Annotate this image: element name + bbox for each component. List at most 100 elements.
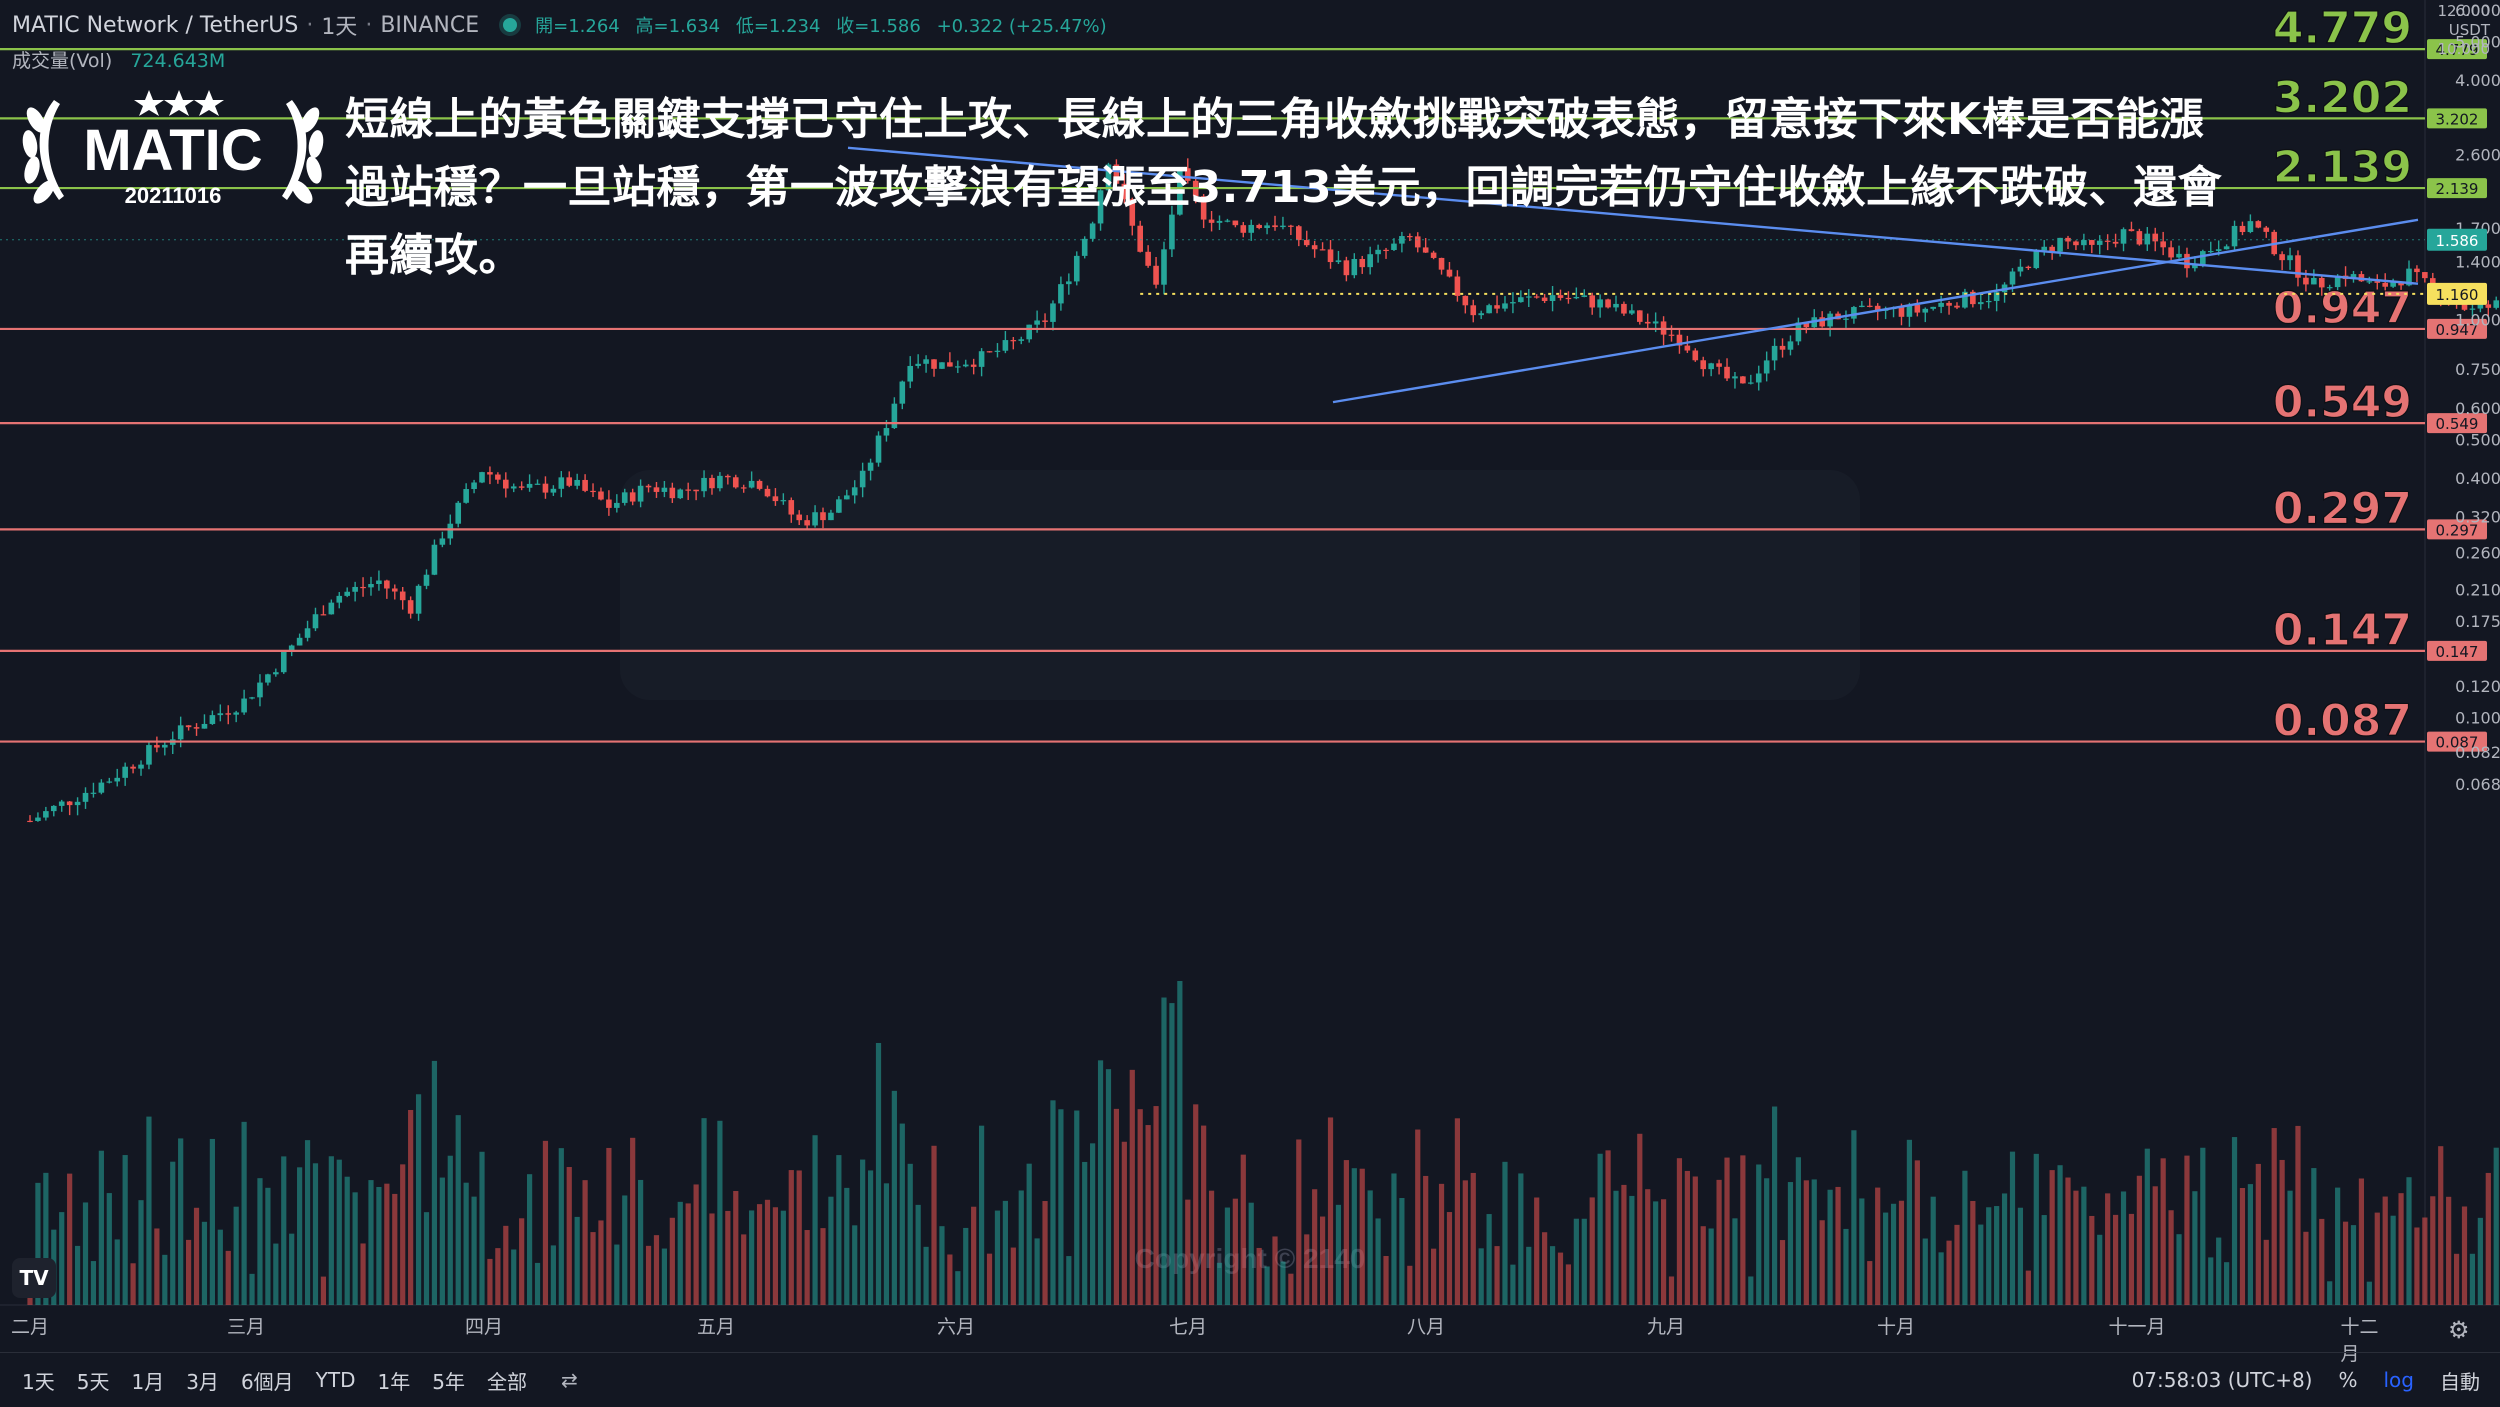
lower-trendline[interactable] (1332, 218, 2419, 404)
candle-body (851, 487, 858, 496)
timeframe-1m[interactable]: 1月 (131, 1369, 165, 1394)
candle-body (859, 470, 866, 488)
candle-body (1248, 224, 1255, 233)
volume-bar (574, 1216, 580, 1305)
candle-body (1240, 225, 1247, 233)
candle-body (939, 362, 945, 369)
volume-bar (1756, 1164, 1762, 1305)
candle-body (1740, 376, 1746, 384)
candle-body (2263, 227, 2270, 232)
volume-bar (1407, 1265, 1413, 1305)
volume-bar (74, 1245, 81, 1305)
volume-legend[interactable]: 成交量(Vol) 724.643M (12, 46, 225, 73)
symbol-title[interactable]: MATIC Network / TetherUS (12, 12, 299, 38)
volume-bar (979, 1125, 985, 1305)
volume-bar (756, 1204, 763, 1305)
candle-body (1272, 225, 1278, 228)
volume-bar (209, 1138, 215, 1305)
timeframe-3m[interactable]: 3月 (186, 1369, 219, 1394)
tradingview-logo-icon[interactable]: TV (12, 1258, 56, 1298)
candle-body (1636, 310, 1643, 322)
timeframe-6m[interactable]: 6個月 (240, 1369, 294, 1394)
volume-bar (1367, 1190, 1373, 1305)
volume-bar (487, 1258, 493, 1305)
candle-body (693, 489, 699, 492)
volume-bar (1930, 1196, 1936, 1305)
volume-bar (1724, 1157, 1730, 1305)
auto-toggle[interactable]: 自動 (2440, 1369, 2480, 1394)
volume-bar (415, 1094, 422, 1305)
volume-bar (1264, 1266, 1270, 1305)
volume-bar (67, 1173, 73, 1305)
volume-bar (891, 1090, 897, 1305)
candle-body (1073, 255, 1080, 282)
current-price-badge (2427, 228, 2487, 251)
volume-bar (1692, 1176, 1698, 1305)
volume-bar (1779, 1240, 1786, 1305)
volume-bar (495, 1248, 501, 1305)
candle-body (344, 591, 350, 596)
candle-body (1985, 300, 1992, 303)
timeframe-5d[interactable]: 5天 (76, 1369, 110, 1394)
volume-bar (2009, 1151, 2016, 1305)
timeframe-1d[interactable]: 1天 (22, 1369, 55, 1394)
upper-trendline[interactable] (847, 146, 2419, 285)
gear-icon[interactable]: ⚙ (2448, 1316, 2470, 1344)
volume-bar (201, 1221, 208, 1305)
candle-body (883, 428, 890, 436)
volume-bar (225, 1250, 231, 1305)
volume-bar (130, 1263, 136, 1305)
candle-body (1478, 313, 1484, 316)
candle-body (2231, 225, 2238, 247)
volume-bar (2422, 1217, 2428, 1305)
volume-bar (1843, 1228, 1849, 1305)
volume-bar (368, 1180, 374, 1305)
candle-body (1081, 238, 1088, 256)
volume-bar (1748, 1276, 1754, 1305)
volume-bar (1074, 1110, 1080, 1305)
candle-body (1034, 320, 1040, 325)
timeframe-1y[interactable]: 1年 (377, 1369, 411, 1394)
volume-bar (2144, 1148, 2150, 1305)
volume-bar (1890, 1203, 1897, 1305)
percent-toggle[interactable]: % (2338, 1368, 2358, 1392)
candle-body (1502, 303, 1508, 309)
timeframe-5y[interactable]: 5年 (432, 1369, 465, 1394)
volume-value: 724.643M (130, 50, 226, 72)
compare-icon[interactable]: ⇄ (560, 1368, 578, 1392)
volume-bar (1922, 1238, 1928, 1305)
candle-body (1129, 199, 1136, 226)
candle-body (709, 477, 715, 489)
volume-bar (249, 1273, 255, 1305)
candle-body (257, 682, 263, 698)
candle-body (2041, 246, 2048, 251)
volume-bar (344, 1176, 350, 1305)
volume-bar (638, 1179, 644, 1305)
candle-body (2422, 272, 2428, 279)
log-toggle[interactable]: log (2383, 1368, 2415, 1392)
volume-bar (281, 1156, 287, 1305)
support-axis-label: 1.160 (2436, 286, 2479, 304)
volume-bar (630, 1137, 636, 1305)
price-chart[interactable]: Copyright © 21408.9378.9376.8586.8584.77… (0, 0, 2500, 1352)
timeframe-ytd[interactable]: YTD (315, 1368, 356, 1392)
volume-bar (1129, 1069, 1135, 1305)
time-axis[interactable]: 二月 三月 四月 五月 六月 七月 八月 九月 十月 十一月 十二月 (0, 1312, 2420, 1365)
exchange-label: BINANCE (380, 12, 480, 38)
candle-body (1755, 373, 1762, 383)
volume-bar (566, 1167, 572, 1305)
volume-bar (2461, 1206, 2468, 1305)
timeframe-all[interactable]: 全部 (486, 1369, 527, 1394)
candle-body (717, 475, 723, 489)
interval-label[interactable]: 1天 (321, 15, 358, 40)
candle-body (1407, 236, 1413, 238)
candle-body (1938, 302, 1944, 307)
candle-body (677, 489, 684, 499)
candle-body (614, 502, 620, 508)
volume-bar (1851, 1130, 1857, 1305)
candle-body (1177, 168, 1183, 215)
volume-bar (796, 1170, 802, 1305)
candle-body (1280, 225, 1286, 228)
green-level-axis-badge (2427, 178, 2487, 199)
candle-body (447, 523, 454, 539)
